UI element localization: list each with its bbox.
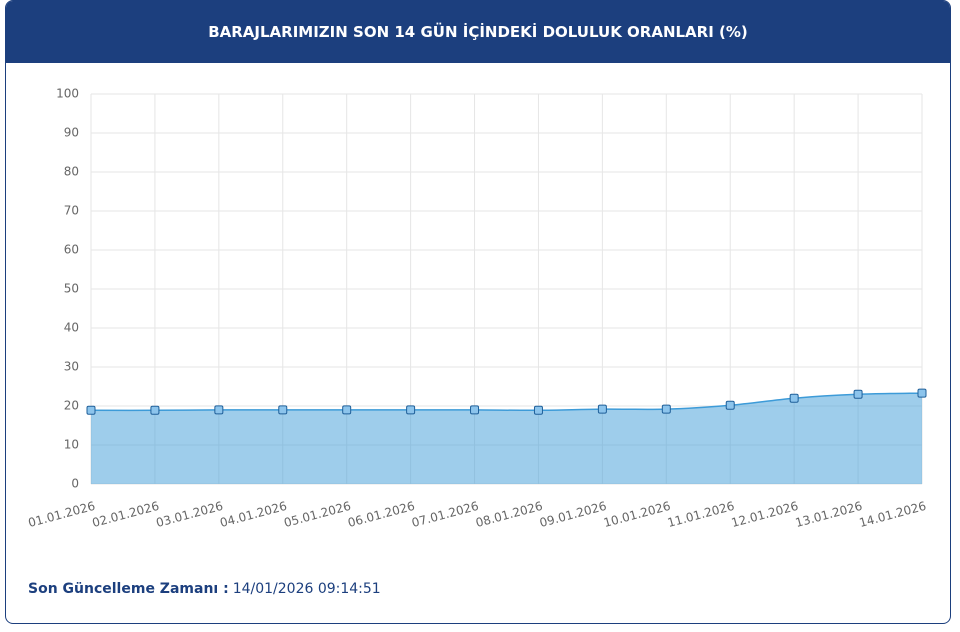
marker xyxy=(406,405,416,415)
y-tick-label: 20 xyxy=(64,399,79,413)
marker xyxy=(342,405,352,415)
y-tick-label: 10 xyxy=(64,438,79,452)
marker xyxy=(470,405,480,415)
y-tick-label: 60 xyxy=(64,243,79,257)
chart-title: BARAJLARIMIZIN SON 14 GÜN İÇİNDEKİ DOLUL… xyxy=(6,1,950,63)
y-tick-label: 100 xyxy=(56,87,79,101)
y-tick-label: 50 xyxy=(64,282,79,296)
update-label: Son Güncelleme Zamanı : xyxy=(28,581,229,597)
marker xyxy=(278,405,288,415)
marker xyxy=(533,405,543,415)
x-tick-label: 12.01.2026 xyxy=(730,499,800,530)
x-tick-label: 11.01.2026 xyxy=(666,499,736,530)
y-tick-label: 90 xyxy=(64,126,79,140)
y-tick-label: 80 xyxy=(64,165,79,179)
x-tick-label: 01.01.2026 xyxy=(27,499,97,530)
card: BARAJLARIMIZIN SON 14 GÜN İÇİNDEKİ DOLUL… xyxy=(5,0,951,624)
x-tick-label: 04.01.2026 xyxy=(218,499,288,530)
marker xyxy=(86,405,96,415)
marker xyxy=(661,404,671,414)
update-value: 14/01/2026 09:14:51 xyxy=(232,581,381,597)
marker xyxy=(725,400,735,410)
marker xyxy=(597,404,607,414)
marker xyxy=(853,389,863,399)
x-tick-label: 05.01.2026 xyxy=(282,499,352,530)
y-tick-label: 40 xyxy=(64,321,79,335)
x-tick-label: 03.01.2026 xyxy=(155,499,225,530)
marker xyxy=(214,405,224,415)
x-tick-label: 09.01.2026 xyxy=(538,499,608,530)
area xyxy=(91,393,922,484)
x-tick-label: 13.01.2026 xyxy=(794,499,864,530)
x-tick-label: 02.01.2026 xyxy=(91,499,161,530)
x-tick-label: 06.01.2026 xyxy=(346,499,416,530)
y-tick-label: 70 xyxy=(64,204,79,218)
x-tick-label: 07.01.2026 xyxy=(410,499,480,530)
marker xyxy=(917,388,927,398)
x-tick-label: 08.01.2026 xyxy=(474,499,544,530)
chart: 0 10 20 30 40 50 60 70 80 90 100 01.01.202602.01.20… xyxy=(27,87,928,531)
update-time: Son Güncelleme Zamanı :14/01/2026 09:14:… xyxy=(28,581,381,597)
marker xyxy=(789,393,799,403)
x-tick-label: 10.01.2026 xyxy=(602,499,672,530)
marker xyxy=(150,405,160,415)
y-tick-label: 0 xyxy=(71,477,79,491)
x-tick-label: 14.01.2026 xyxy=(858,499,928,530)
y-tick-label: 30 xyxy=(64,360,79,374)
